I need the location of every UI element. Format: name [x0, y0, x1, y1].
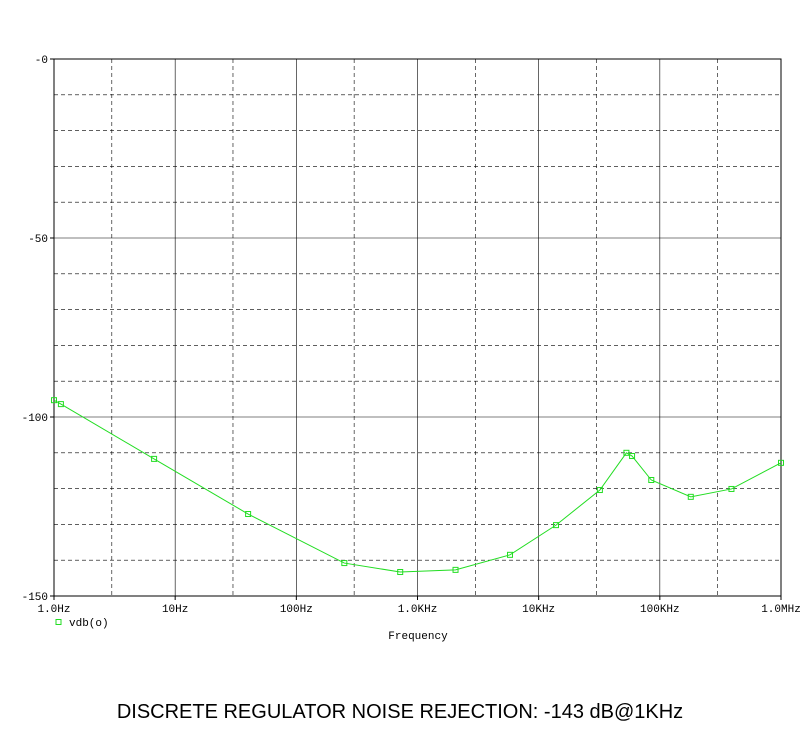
x-tick-label: 1.0Hz — [37, 604, 70, 616]
legend-label: vdb(o) — [69, 618, 109, 630]
x-tick-label: 1.0MHz — [761, 604, 800, 616]
data-point — [245, 511, 252, 518]
data-point — [687, 493, 694, 500]
data-line — [53, 399, 782, 573]
y-tick-label: -0 — [35, 55, 48, 67]
data-point — [648, 477, 655, 484]
data-point — [341, 560, 348, 567]
chart-title: DISCRETE REGULATOR NOISE REJECTION: -143… — [117, 701, 683, 723]
y-tick-label: -50 — [28, 234, 48, 246]
data-point — [596, 487, 603, 494]
plot-frame — [53, 58, 782, 597]
data-point — [623, 449, 630, 456]
data-point — [57, 401, 64, 408]
data-point — [452, 566, 459, 573]
x-axis-label: Frequency — [388, 631, 448, 643]
y-tick-label: -150 — [22, 592, 48, 604]
data-point — [778, 459, 784, 466]
x-tick-label: 10KHz — [522, 604, 555, 616]
data-point — [728, 485, 735, 492]
data-point — [51, 397, 57, 404]
data-point — [552, 522, 559, 529]
data-point — [397, 569, 404, 576]
data-point — [151, 455, 158, 462]
data-point — [629, 453, 636, 460]
x-tick-label: 100KHz — [640, 604, 680, 616]
x-tick-label: 10Hz — [162, 604, 188, 616]
data-point — [507, 551, 514, 558]
x-tick-label: 100Hz — [280, 604, 313, 616]
y-tick-label: -100 — [22, 413, 48, 425]
x-tick-label: 1.0KHz — [398, 604, 438, 616]
legend-marker — [55, 619, 62, 625]
